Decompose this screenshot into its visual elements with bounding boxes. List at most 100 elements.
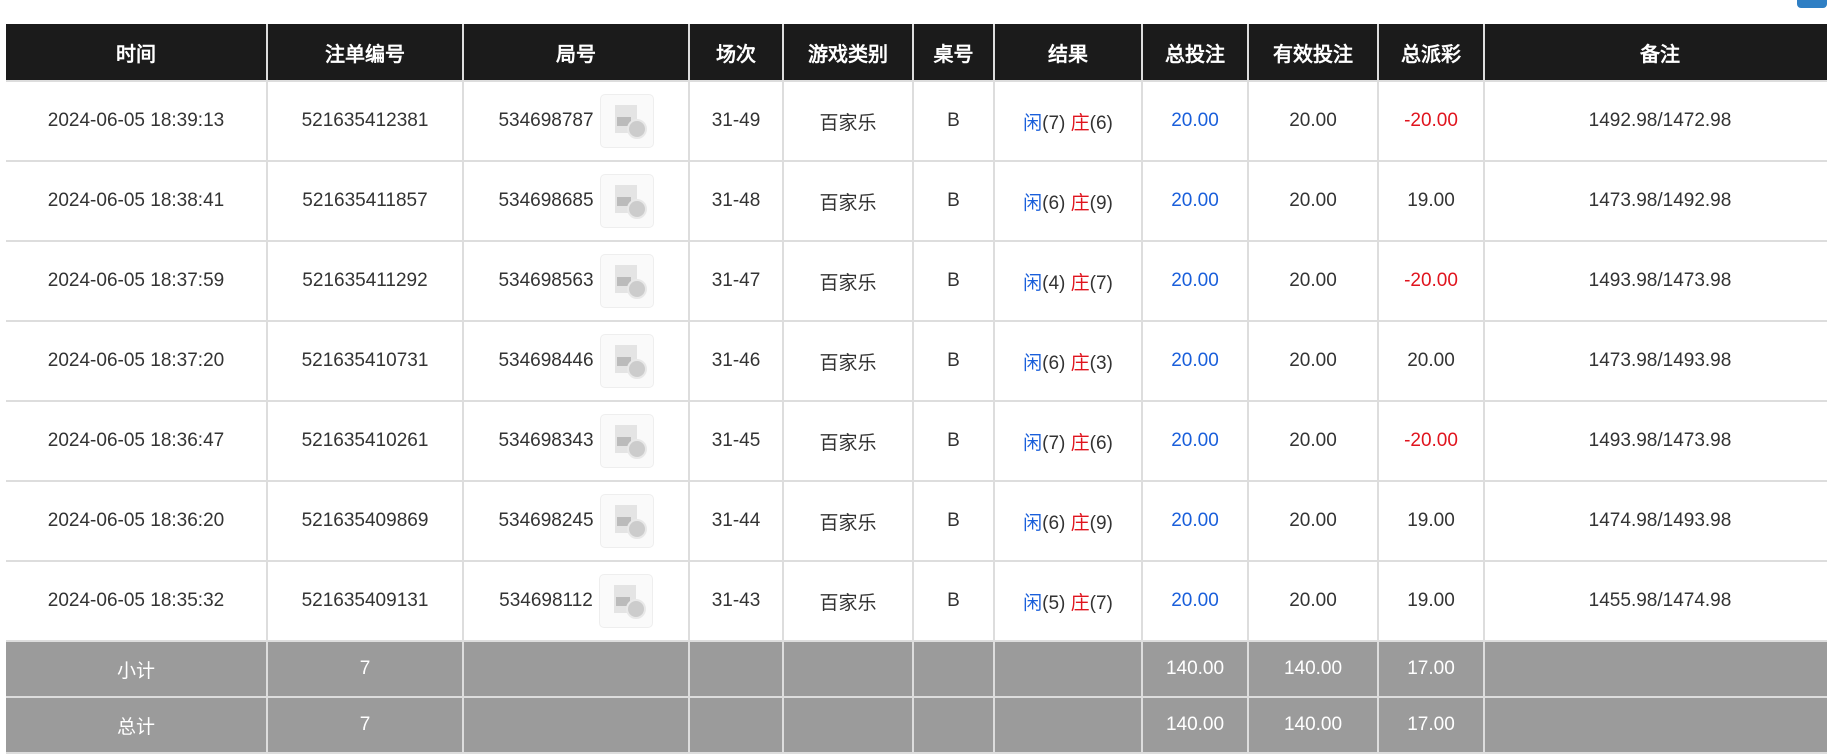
- session-cell: 31-49: [689, 80, 784, 162]
- table-cell: B: [913, 160, 995, 242]
- note-cell: 1455.98/1474.98: [1484, 560, 1827, 642]
- table-row: 2024-06-05 18:39:13 521635412381 5346987…: [6, 80, 1827, 162]
- time-cell: 2024-06-05 18:37:20: [6, 320, 268, 402]
- note-cell: 1493.98/1473.98: [1484, 240, 1827, 322]
- subtotal-row: 小计 7 140.00 140.00 17.00: [6, 640, 1827, 698]
- banker-label: 庄: [1070, 112, 1090, 134]
- note-cell: 1473.98/1492.98: [1484, 160, 1827, 242]
- session-cell: 31-48: [689, 160, 784, 242]
- valid-bet-cell: 20.00: [1248, 400, 1379, 482]
- video-replay-icon[interactable]: [599, 94, 654, 148]
- empty-cell: [463, 640, 690, 698]
- banker-points: (7): [1089, 592, 1113, 614]
- valid-bet-cell: 20.00: [1248, 160, 1379, 242]
- total-bet-cell: 20.00: [1142, 320, 1249, 402]
- player-points: (4): [1042, 272, 1066, 294]
- time-cell: 2024-06-05 18:39:13: [6, 80, 268, 162]
- bet-id-cell: 521635409869: [267, 480, 464, 562]
- video-replay-icon[interactable]: [599, 494, 654, 548]
- banker-label: 庄: [1070, 272, 1090, 294]
- column-header: 时间: [6, 24, 268, 81]
- banker-points: (9): [1089, 512, 1113, 534]
- empty-cell: [1484, 640, 1827, 698]
- session-cell: 31-45: [689, 400, 784, 482]
- note-cell: 1474.98/1493.98: [1484, 480, 1827, 562]
- total-bet-cell: 20.00: [1142, 240, 1249, 322]
- table-cell: B: [913, 80, 995, 162]
- round-cell: 534698446: [463, 320, 690, 402]
- bet-id-cell: 521635410261: [267, 400, 464, 482]
- payout-cell: 19.00: [1378, 560, 1485, 642]
- payout-cell: 19.00: [1378, 480, 1485, 562]
- round-number: 534698685: [498, 190, 594, 212]
- column-header: 结果: [994, 24, 1143, 81]
- table-row: 2024-06-05 18:38:41 521635411857 5346986…: [6, 160, 1827, 242]
- payout-cell: 20.00: [1378, 320, 1485, 402]
- valid-bet-cell: 20.00: [1248, 240, 1379, 322]
- round-cell: 534698685: [463, 160, 690, 242]
- banker-points: (3): [1089, 352, 1113, 374]
- result-cell: 闲(6) 庄(9): [994, 160, 1143, 242]
- total-payout: 17.00: [1378, 696, 1485, 754]
- round-cell: 534698787: [463, 80, 690, 162]
- bet-id-cell: 521635409131: [267, 560, 464, 642]
- player-label: 闲: [1023, 192, 1043, 214]
- bet-id-cell: 521635410731: [267, 320, 464, 402]
- table-row: 2024-06-05 18:37:20 521635410731 5346984…: [6, 320, 1827, 402]
- table-row: 2024-06-05 18:35:32 521635409131 5346981…: [6, 560, 1827, 642]
- table-header: 时间 注单编号 局号 场次 游戏类别 桌号 结果 总投注 有效投注 总派彩 备注: [6, 24, 1827, 81]
- banker-points: (9): [1089, 192, 1113, 214]
- total-bet-cell: 20.00: [1142, 400, 1249, 482]
- column-header: 桌号: [913, 24, 995, 81]
- total-label: 总计: [6, 696, 268, 754]
- round-cell: 534698245: [463, 480, 690, 562]
- table-cell: B: [913, 480, 995, 562]
- valid-bet-cell: 20.00: [1248, 320, 1379, 402]
- empty-cell: [783, 696, 914, 754]
- empty-cell: [994, 696, 1143, 754]
- video-replay-icon[interactable]: [599, 414, 654, 468]
- total-valid-bet: 140.00: [1248, 696, 1379, 754]
- table-cell: B: [913, 400, 995, 482]
- total-count: 7: [267, 696, 464, 754]
- empty-cell: [463, 696, 690, 754]
- column-header: 总投注: [1142, 24, 1249, 81]
- player-points: (6): [1042, 352, 1066, 374]
- valid-bet-cell: 20.00: [1248, 80, 1379, 162]
- player-label: 闲: [1023, 112, 1043, 134]
- total-bet-cell: 20.00: [1142, 80, 1249, 162]
- time-cell: 2024-06-05 18:35:32: [6, 560, 268, 642]
- banker-points: (6): [1089, 112, 1113, 134]
- session-cell: 31-44: [689, 480, 784, 562]
- banker-label: 庄: [1070, 512, 1090, 534]
- empty-cell: [689, 696, 784, 754]
- valid-bet-cell: 20.00: [1248, 480, 1379, 562]
- player-points: (7): [1042, 112, 1066, 134]
- time-cell: 2024-06-05 18:38:41: [6, 160, 268, 242]
- game-cell: 百家乐: [783, 80, 914, 162]
- subtotal-payout: 17.00: [1378, 640, 1485, 698]
- round-cell: 534698112: [463, 560, 690, 642]
- subtotal-label: 小计: [6, 640, 268, 698]
- total-total-bet: 140.00: [1142, 696, 1249, 754]
- round-number: 534698446: [498, 350, 594, 372]
- video-replay-icon[interactable]: [599, 174, 654, 228]
- video-replay-icon[interactable]: [599, 254, 654, 308]
- total-row: 总计 7 140.00 140.00 17.00: [6, 696, 1827, 754]
- video-replay-icon[interactable]: [599, 334, 654, 388]
- total-bet-cell: 20.00: [1142, 160, 1249, 242]
- column-header: 有效投注: [1248, 24, 1379, 81]
- table-cell: B: [913, 320, 995, 402]
- session-cell: 31-43: [689, 560, 784, 642]
- column-header: 总派彩: [1378, 24, 1485, 81]
- round-number: 534698245: [498, 510, 594, 532]
- player-points: (6): [1042, 512, 1066, 534]
- round-cell: 534698343: [463, 400, 690, 482]
- empty-cell: [994, 640, 1143, 698]
- video-replay-icon[interactable]: [598, 574, 653, 628]
- column-header: 游戏类别: [783, 24, 914, 81]
- total-bet-cell: 20.00: [1142, 480, 1249, 562]
- top-right-button[interactable]: [1797, 0, 1827, 8]
- banker-label: 庄: [1070, 592, 1090, 614]
- total-bet-cell: 20.00: [1142, 560, 1249, 642]
